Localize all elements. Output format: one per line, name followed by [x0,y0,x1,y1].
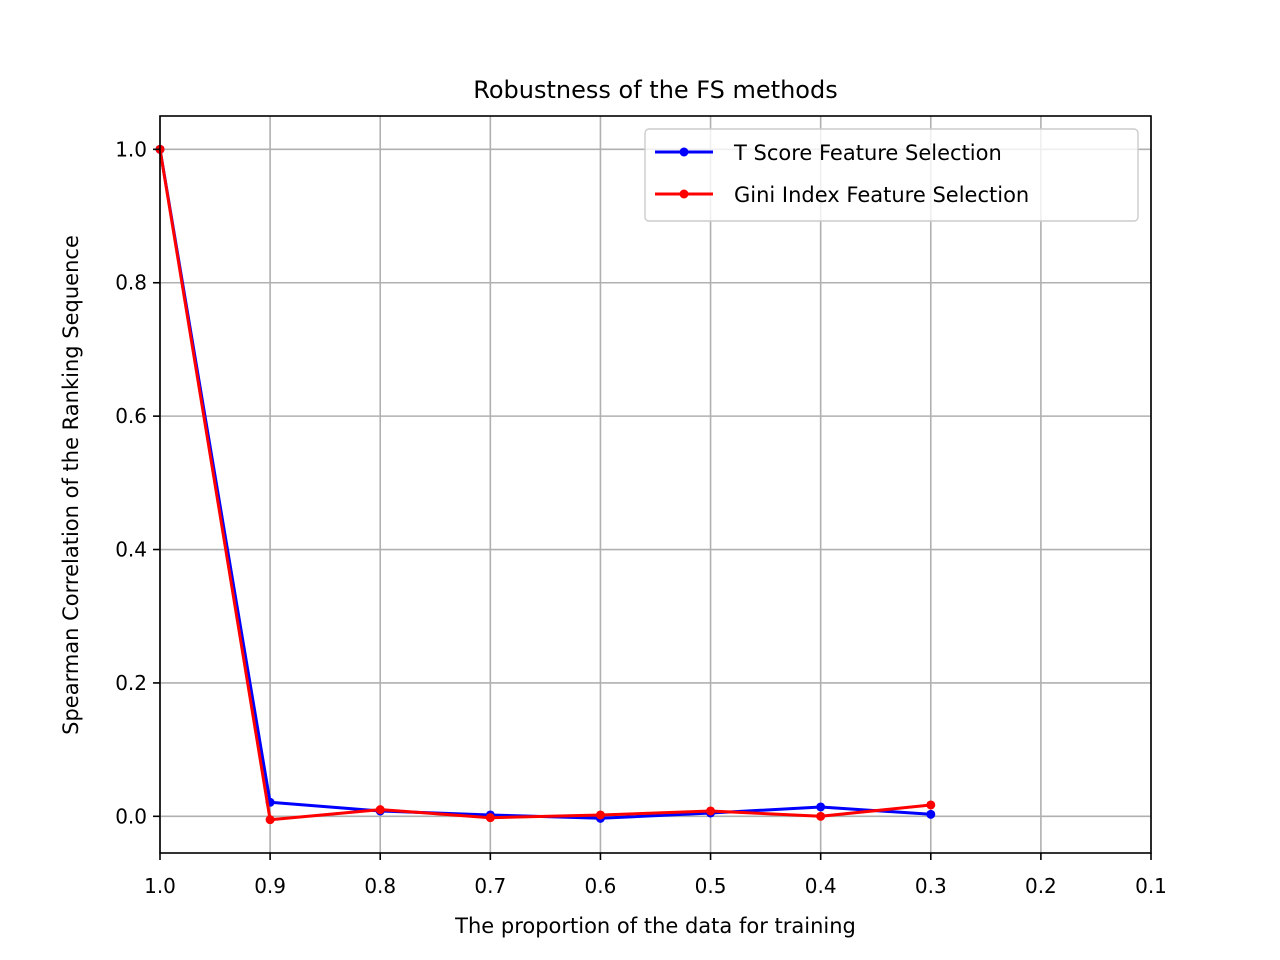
x-tick-label: 0.3 [915,874,947,898]
y-tick-label: 0.2 [115,671,147,695]
series-gini-index [155,144,936,825]
x-tick-label: 0.4 [805,874,837,898]
legend: T Score Feature Selection Gini Index Fea… [644,128,1139,222]
y-tick-label: 0.0 [115,804,147,828]
series-line [158,149,931,822]
legend-label-gini-index: Gini Index Feature Selection [734,183,1029,207]
x-tick-label: 0.7 [474,874,506,898]
y-tick-label: 0.4 [115,538,147,562]
data-point [816,811,826,821]
y-axis-label: Spearman Correlation of the Ranking Sequ… [59,235,83,735]
chart-title: Robustness of the FS methods [473,76,837,104]
data-point [926,809,936,819]
legend-box [644,128,1139,222]
x-tick-label: 0.6 [585,874,617,898]
y-tick-label: 0.8 [115,271,147,295]
legend-entry-t-score: T Score Feature Selection [655,141,1002,165]
x-tick-label: 0.5 [695,874,727,898]
x-axis-label: The proportion of the data for training [454,914,856,938]
data-point [816,802,826,812]
data-point [706,806,716,816]
x-tick-label: 0.2 [1025,874,1057,898]
x-tick-label: 0.1 [1135,874,1167,898]
y-tick-label: 1.0 [115,137,147,161]
y-tick-label: 0.6 [115,404,147,428]
legend-entry-gini-index: Gini Index Feature Selection [655,183,1029,207]
data-point [375,805,385,815]
plot-frame [159,115,1152,854]
data-point [595,810,605,820]
axis-ticks: 1.0 0.9 0.8 0.7 0.6 0.5 0.4 0.3 0.2 0.1 0.0 0.2 0.4 0… [115,137,1167,898]
x-tick-label: 1.0 [144,874,176,898]
data-point [485,813,495,823]
x-tick-label: 0.9 [254,874,286,898]
legend-marker-t-score [679,147,689,157]
legend-marker-gini-index [679,189,689,199]
legend-label-t-score: T Score Feature Selection [733,141,1002,165]
x-tick-label: 0.8 [364,874,396,898]
data-series [155,144,936,825]
data-point [926,800,936,810]
data-point [265,815,275,825]
